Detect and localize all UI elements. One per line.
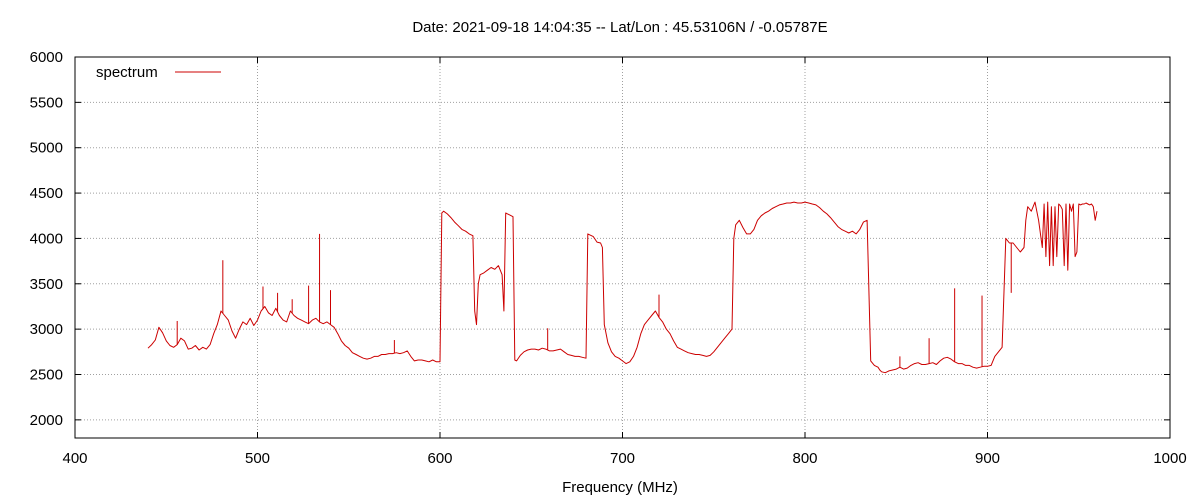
y-tick-label: 2000 (30, 412, 63, 429)
x-tick-label: 600 (427, 450, 452, 467)
x-tick-label: 700 (610, 450, 635, 467)
x-tick-label: 900 (975, 450, 1000, 467)
legend-label-spectrum: spectrum (96, 64, 158, 81)
y-tick-label: 4000 (30, 230, 63, 247)
y-axis: 2000 2500 3000 3500 4000 4500 5000 5500 6000 (30, 49, 1170, 429)
y-tick-label: 5500 (30, 94, 63, 111)
grid (75, 57, 1170, 438)
y-tick-label: 5000 (30, 140, 63, 157)
legend: spectrum (96, 64, 221, 81)
chart-title: Date: 2021-09-18 14:04:35 -- Lat/Lon : 4… (412, 19, 827, 36)
x-tick-label: 800 (792, 450, 817, 467)
plot-frame (74, 56, 1171, 439)
y-tick-label: 3500 (30, 276, 63, 293)
y-tick-label: 4500 (30, 185, 63, 202)
plot-area (147, 201, 1098, 374)
x-axis: 400 500 600 700 800 900 1000 (62, 57, 1187, 467)
series-line-spectrum (147, 201, 1098, 374)
y-tick-label: 6000 (30, 49, 63, 66)
y-tick-label: 2500 (30, 367, 63, 384)
x-tick-label: 500 (245, 450, 270, 467)
y-tick-label: 3000 (30, 321, 63, 338)
x-tick-label: 400 (62, 450, 87, 467)
x-tick-label: 1000 (1153, 450, 1186, 467)
x-axis-label: Frequency (MHz) (562, 479, 678, 496)
